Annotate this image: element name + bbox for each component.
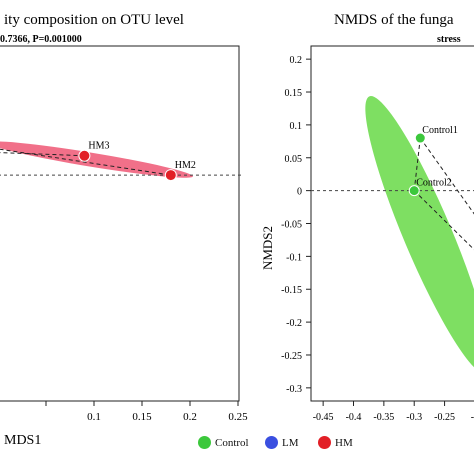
left-x-tick-label: 0.25 [228,411,248,423]
left-chart-title: ity composition on OTU level [4,12,184,28]
left-plot-frame [0,45,240,402]
right-y-tick-label: 0.1 [290,121,303,132]
control-point-label: Control2 [416,178,452,189]
right-y-tick-label: 0.05 [285,154,303,165]
legend-item-lm: LM [265,436,299,449]
right-y-tick-label: -0.25 [281,351,302,362]
left-x-tick-label: 0.1 [87,411,101,423]
legend-label: Control [215,436,249,449]
control-connector-line [413,137,421,191]
right-y-tick-label: -0.15 [281,285,302,296]
hm-group-lines [0,148,171,176]
control-connector-line [419,137,474,215]
right-x-tick-label: -0.3 [406,412,422,423]
left-x-axis-label: MDS1 [4,433,41,448]
hm-connector-line [0,152,85,157]
right-x-tick-label: -0.45 [313,412,334,423]
control-group-lines [413,137,474,251]
left-x-tick-label: 0.15 [132,411,152,423]
legend-swatch [265,436,278,449]
left-x-tick-label: 0.2 [183,411,197,423]
right-y-tick-label: 0 [297,187,302,198]
hm-ellipse [0,141,193,178]
right-y-tick-label: 0.15 [285,88,303,99]
right-y-tick-label: -0.1 [286,252,302,263]
right-x-tick-label: -0.25 [434,412,455,423]
left-chart-subtitle: 0.7366, P=0.001000 [0,34,82,45]
legend-swatch [318,436,331,449]
legend-item-control: Control [198,436,249,449]
right-chart-subtitle: stress [437,34,461,45]
right-chart-title: NMDS of the funga [334,12,454,28]
hm-point-label: HM3 [88,141,109,152]
left-panel: ity composition on OTU level 0.7366, P=0… [0,12,248,448]
right-x-tick-label: -0.35 [373,412,394,423]
right-y-tick-label: -0.05 [281,220,302,231]
control-point-label: Control1 [422,125,458,136]
right-y-tick-label: -0.2 [286,318,302,329]
hm-point-label: HM2 [175,160,196,171]
right-y-tick-label: -0.3 [286,384,302,395]
hm-point [78,149,91,162]
right-x-tick-label: -0 [471,412,474,423]
legend-label: HM [335,436,353,449]
hm-point [164,169,177,182]
legend-swatch [198,436,211,449]
legend-label: LM [282,436,299,449]
right-x-tick-label: -0.4 [346,412,362,423]
right-y-tick-label: 0.2 [290,55,303,66]
control-point [414,132,426,144]
control-point [408,185,420,197]
right-panel: NMDS of the funga stress Control1 Control… [260,12,474,423]
hm-ellipse-shape [0,141,193,178]
control-ellipse [365,96,474,374]
right-plot-frame [310,45,474,402]
legend-item-hm: HM [318,436,353,449]
right-y-axis-label: NMDS2 [260,226,275,270]
hm-connector-line [0,148,171,176]
control-ellipse-shape [365,96,474,374]
control-connector-line [413,190,474,251]
